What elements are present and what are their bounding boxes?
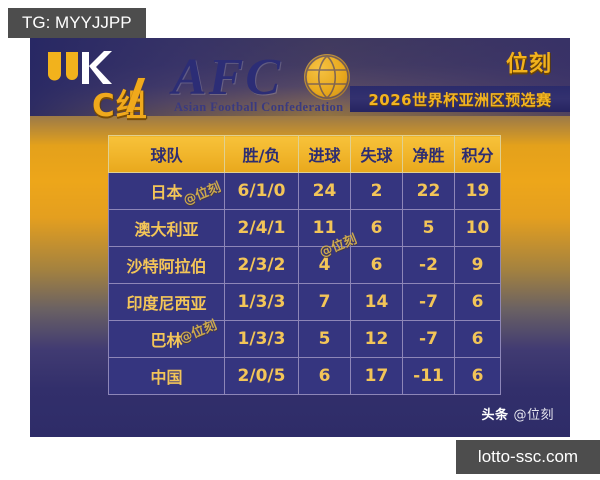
column-header-points: 积分 [454,135,501,173]
tournament-banner-text: 2026世界杯亚洲区预选赛 [368,90,552,109]
cell-goals-for: 5 [298,320,351,358]
cell-team: 澳大利亚 [108,209,225,247]
cell-goals-for: 4 [298,246,351,284]
site-url-badge: lotto-ssc.com [456,440,600,474]
table-row: 印度尼西亚 1/3/3 7 14 -7 6 [108,283,501,321]
table-row: 中国 2/0/5 6 17 -11 6 [108,357,501,395]
footer-account: @位刻 [513,408,554,423]
cell-points: 9 [454,246,501,284]
cell-goals-for: 6 [298,357,351,395]
footer-credit: 头条 @位刻 [481,404,554,423]
cell-goal-diff: 22 [402,172,455,210]
table-row: 沙特阿拉伯 2/3/2 4 6 -2 9 [108,246,501,284]
column-header-goals-against: 失球 [350,135,403,173]
cell-record: 1/3/3 [224,283,299,321]
cell-goal-diff: 5 [402,209,455,247]
publisher-logo: 位刻 [505,52,552,77]
cell-record: 6/1/0 [224,172,299,210]
cell-record: 1/3/3 [224,320,299,358]
cell-goal-diff: -7 [402,320,455,358]
cell-goals-against: 6 [350,209,403,247]
afc-abbr-text: AFC [172,49,283,106]
cell-points: 6 [454,320,501,358]
cell-team: 中国 [108,357,225,395]
tg-handle-badge: TG: MYYJJPP [8,8,146,38]
football-globe-icon [304,54,350,100]
cell-goals-for: 11 [298,209,351,247]
column-header-goal-diff: 净胜 [402,135,455,173]
table-row: 澳大利亚 2/4/1 11 6 5 10 [108,209,501,247]
cell-record: 2/0/5 [224,357,299,395]
cell-points: 10 [454,209,501,247]
table-row: 巴林 1/3/3 5 12 -7 6 [108,320,501,358]
afc-logo: AFC Asian Football Confederation [172,46,387,116]
cell-points: 6 [454,283,501,321]
cell-points: 6 [454,357,501,395]
cell-goals-for: 24 [298,172,351,210]
header-band [30,38,570,116]
cell-goals-against: 12 [350,320,403,358]
table-row: 日本 6/1/0 24 2 22 19 [108,172,501,210]
footer-platform: 头条 [481,408,509,423]
cell-points: 19 [454,172,501,210]
cell-goals-against: 14 [350,283,403,321]
cell-goals-against: 6 [350,246,403,284]
cell-record: 2/4/1 [224,209,299,247]
cell-team: 印度尼西亚 [108,283,225,321]
uuk-logo-icon [44,48,124,88]
cell-team: 沙特阿拉伯 [108,246,225,284]
cell-team: 日本 [108,172,225,210]
cell-goal-diff: -2 [402,246,455,284]
cell-goal-diff: -7 [402,283,455,321]
table-header-row: 球队 胜/负 进球 失球 净胜 积分 [108,135,501,173]
cell-goal-diff: -11 [402,357,455,395]
tournament-banner: 2026世界杯亚洲区预选赛 [350,86,570,112]
cell-team: 巴林 [108,320,225,358]
column-header-record: 胜/负 [224,135,299,173]
afc-full-name: Asian Football Confederation [174,100,344,114]
cell-goals-against: 2 [350,172,403,210]
cell-record: 2/3/2 [224,246,299,284]
standings-graphic: C组 AFC Asian Football Confederation 位刻 2… [30,38,570,437]
cell-goals-for: 7 [298,283,351,321]
cell-goals-against: 17 [350,357,403,395]
column-header-team: 球队 [108,135,225,173]
standings-table: 球队 胜/负 进球 失球 净胜 积分 日本 6/1/0 24 2 22 19 澳… [108,135,501,395]
column-header-goals-for: 进球 [298,135,351,173]
